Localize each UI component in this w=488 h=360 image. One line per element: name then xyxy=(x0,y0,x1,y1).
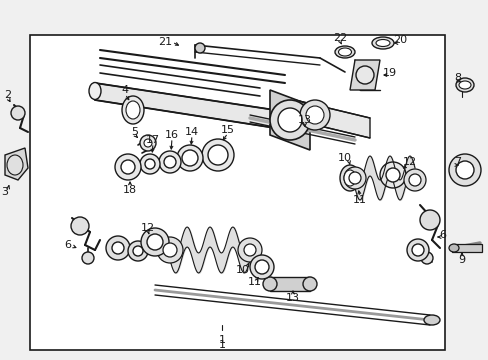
Text: 12: 12 xyxy=(141,223,155,233)
Ellipse shape xyxy=(334,46,354,58)
Circle shape xyxy=(121,160,135,174)
Circle shape xyxy=(403,169,425,191)
Ellipse shape xyxy=(458,81,470,89)
Circle shape xyxy=(195,43,204,53)
Text: 18: 18 xyxy=(122,185,137,195)
Circle shape xyxy=(278,108,302,132)
Circle shape xyxy=(448,154,480,186)
Text: 14: 14 xyxy=(184,127,199,137)
Text: 3: 3 xyxy=(1,187,8,197)
Polygon shape xyxy=(95,83,274,128)
Circle shape xyxy=(140,154,160,174)
Text: 20: 20 xyxy=(392,35,406,45)
Circle shape xyxy=(182,150,198,166)
Text: 22: 22 xyxy=(332,33,346,43)
Text: 10: 10 xyxy=(236,265,249,275)
Circle shape xyxy=(420,252,432,264)
Bar xyxy=(30,35,444,350)
Circle shape xyxy=(115,154,141,180)
Ellipse shape xyxy=(89,82,101,99)
Text: 11: 11 xyxy=(247,277,262,287)
Polygon shape xyxy=(294,100,369,138)
Circle shape xyxy=(140,135,156,151)
Circle shape xyxy=(177,145,203,171)
Ellipse shape xyxy=(343,170,355,186)
Circle shape xyxy=(133,246,142,256)
Ellipse shape xyxy=(455,78,473,92)
Text: 10: 10 xyxy=(337,153,351,163)
Circle shape xyxy=(244,244,256,256)
Circle shape xyxy=(71,217,89,235)
Circle shape xyxy=(157,237,183,263)
Polygon shape xyxy=(349,60,379,90)
Ellipse shape xyxy=(375,40,389,46)
Polygon shape xyxy=(5,148,28,180)
Text: 1: 1 xyxy=(218,340,225,350)
Text: 9: 9 xyxy=(458,255,465,265)
Circle shape xyxy=(202,139,234,171)
Circle shape xyxy=(254,260,268,274)
Circle shape xyxy=(406,239,428,261)
Circle shape xyxy=(207,145,227,165)
Circle shape xyxy=(143,139,152,147)
Circle shape xyxy=(112,242,124,254)
Text: 5: 5 xyxy=(131,127,138,137)
Circle shape xyxy=(408,174,420,186)
Circle shape xyxy=(249,255,273,279)
Text: 17: 17 xyxy=(145,135,160,145)
Circle shape xyxy=(379,162,405,188)
Circle shape xyxy=(355,66,373,84)
Circle shape xyxy=(82,252,94,264)
Text: 15: 15 xyxy=(221,125,235,135)
Ellipse shape xyxy=(122,96,143,124)
Ellipse shape xyxy=(448,244,458,252)
Polygon shape xyxy=(269,90,309,150)
Circle shape xyxy=(411,244,423,256)
Circle shape xyxy=(147,234,163,250)
Circle shape xyxy=(305,106,324,124)
Circle shape xyxy=(299,100,329,130)
Circle shape xyxy=(419,210,439,230)
Text: 13: 13 xyxy=(297,115,311,125)
Circle shape xyxy=(269,100,309,140)
Circle shape xyxy=(163,156,176,168)
Circle shape xyxy=(159,151,181,173)
Text: 19: 19 xyxy=(382,68,396,78)
Circle shape xyxy=(455,161,473,179)
Text: 8: 8 xyxy=(453,73,461,83)
Circle shape xyxy=(106,236,130,260)
Circle shape xyxy=(385,168,399,182)
Text: 6: 6 xyxy=(64,240,71,250)
Ellipse shape xyxy=(263,277,276,291)
Text: 13: 13 xyxy=(285,293,299,303)
Ellipse shape xyxy=(338,48,351,56)
Ellipse shape xyxy=(7,155,23,175)
Circle shape xyxy=(163,243,177,257)
Circle shape xyxy=(238,238,262,262)
Circle shape xyxy=(348,172,360,184)
Ellipse shape xyxy=(126,101,140,119)
Text: 6: 6 xyxy=(439,230,446,240)
Text: 2: 2 xyxy=(4,90,12,100)
Text: 1: 1 xyxy=(218,335,225,345)
Text: 21: 21 xyxy=(158,37,172,47)
Circle shape xyxy=(343,167,365,189)
Text: 7: 7 xyxy=(453,157,461,167)
Circle shape xyxy=(11,106,25,120)
Ellipse shape xyxy=(371,37,393,49)
Circle shape xyxy=(128,241,148,261)
Ellipse shape xyxy=(339,165,359,191)
Text: 4: 4 xyxy=(121,85,128,95)
Text: 16: 16 xyxy=(164,130,179,140)
Ellipse shape xyxy=(423,315,439,325)
Bar xyxy=(451,244,481,252)
Ellipse shape xyxy=(303,277,316,291)
Circle shape xyxy=(141,228,169,256)
Text: 11: 11 xyxy=(352,195,366,205)
Text: 12: 12 xyxy=(402,157,416,167)
Bar xyxy=(269,277,309,291)
Circle shape xyxy=(145,159,155,169)
